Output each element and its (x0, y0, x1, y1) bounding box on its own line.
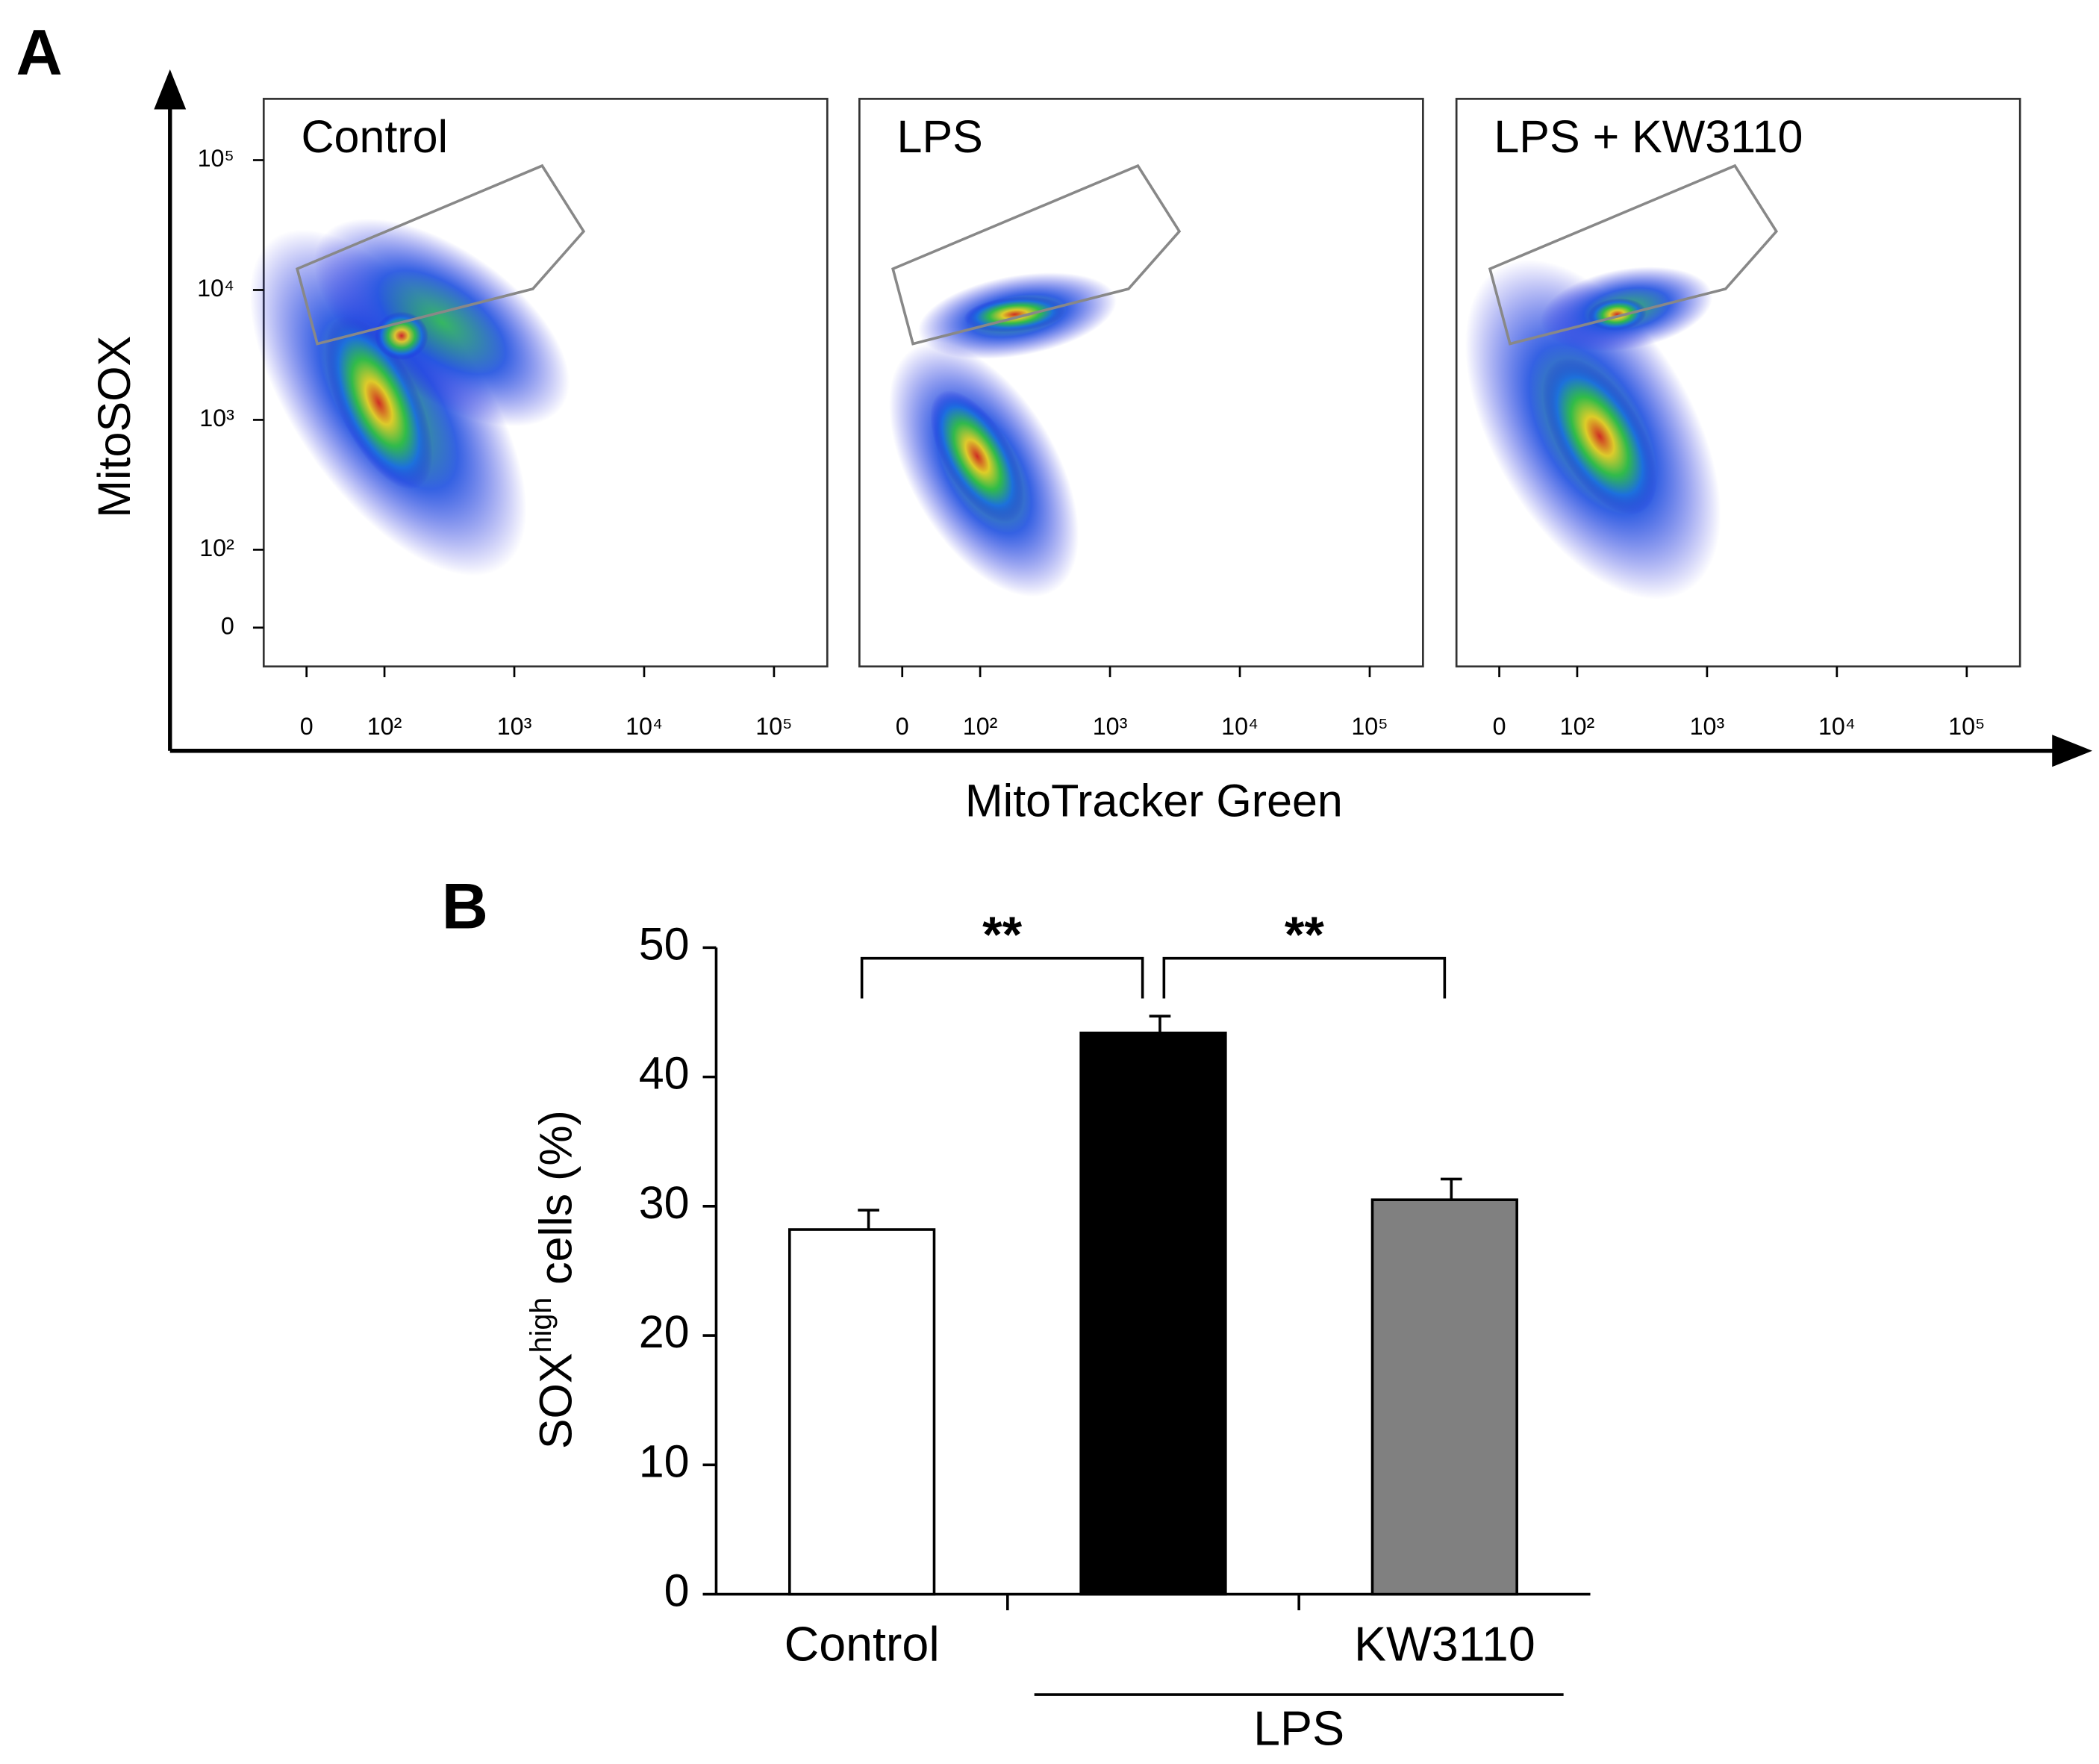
panel-title: LPS (897, 111, 983, 162)
x-tick-label: 10³ (497, 713, 532, 740)
y-tick-label: 10 (639, 1436, 690, 1486)
x-tick-label: 10⁵ (1351, 713, 1388, 740)
gate (1488, 163, 1779, 346)
x-axis-label: MitoTracker Green (965, 776, 1343, 826)
y-tick-label: 30 (639, 1177, 690, 1228)
gate (891, 163, 1182, 346)
density-cloud (930, 390, 1024, 523)
bar (1370, 1198, 1518, 1596)
panel-title: LPS + KW3110 (1494, 111, 1803, 162)
x-tick-label: 10² (367, 713, 402, 740)
significance-bracket (860, 956, 1144, 999)
y-tick-label: 10⁴ (197, 275, 234, 302)
x-tick-label: 0 (896, 713, 909, 740)
panel-label: B (442, 871, 488, 943)
significance-label: ** (982, 906, 1023, 963)
x-tick-label: 10⁵ (755, 713, 792, 740)
x-tick-label: 0 (1493, 713, 1506, 740)
x-tick-label: 10⁴ (1818, 713, 1856, 740)
density-cloud (1542, 358, 1657, 515)
density-cloud (375, 311, 428, 361)
y-tick-label: 0 (221, 612, 234, 639)
significance-label: ** (1285, 906, 1325, 963)
x-tick-label: Control (785, 1617, 940, 1671)
y-label-superscript: high (525, 1297, 558, 1353)
x-tick-label: 10³ (1093, 713, 1128, 740)
y-axis-label: MitoSOX (89, 336, 140, 518)
bar (787, 1228, 936, 1596)
density-cloud (325, 316, 433, 490)
x-tick-label: 10⁴ (1221, 713, 1259, 740)
y-tick-label: 50 (639, 918, 690, 969)
x-tick-label: 10² (1560, 713, 1595, 740)
y-tick-label: 10³ (199, 405, 234, 431)
x-tick-label: 0 (300, 713, 314, 740)
panel-label: A (16, 17, 63, 89)
y-tick-label: 0 (664, 1565, 690, 1616)
density-cloud (314, 218, 570, 426)
panel-title: Control (302, 111, 449, 162)
x-tick-label: 10⁴ (626, 713, 663, 740)
y-axis-label: SOXhigh cells (%) (525, 1110, 581, 1449)
density-cloud (1588, 298, 1647, 331)
y-label-main: SOX (531, 1353, 581, 1449)
y-label-suffix: cells (%) (531, 1110, 581, 1297)
bar (1079, 1031, 1227, 1596)
significance-bracket (1162, 956, 1447, 999)
gate (295, 163, 586, 346)
y-tick-label: 10² (199, 535, 234, 561)
group-label: LPS (1253, 1701, 1344, 1755)
x-tick-label: 10² (963, 713, 998, 740)
y-tick-label: 20 (639, 1306, 690, 1357)
y-tick-label: 10⁵ (198, 145, 234, 172)
x-tick-label: KW3110 (1354, 1617, 1535, 1671)
x-tick-label: 10³ (1690, 713, 1725, 740)
x-tick-label: 10⁵ (1948, 713, 1985, 740)
y-tick-label: 40 (639, 1048, 690, 1099)
